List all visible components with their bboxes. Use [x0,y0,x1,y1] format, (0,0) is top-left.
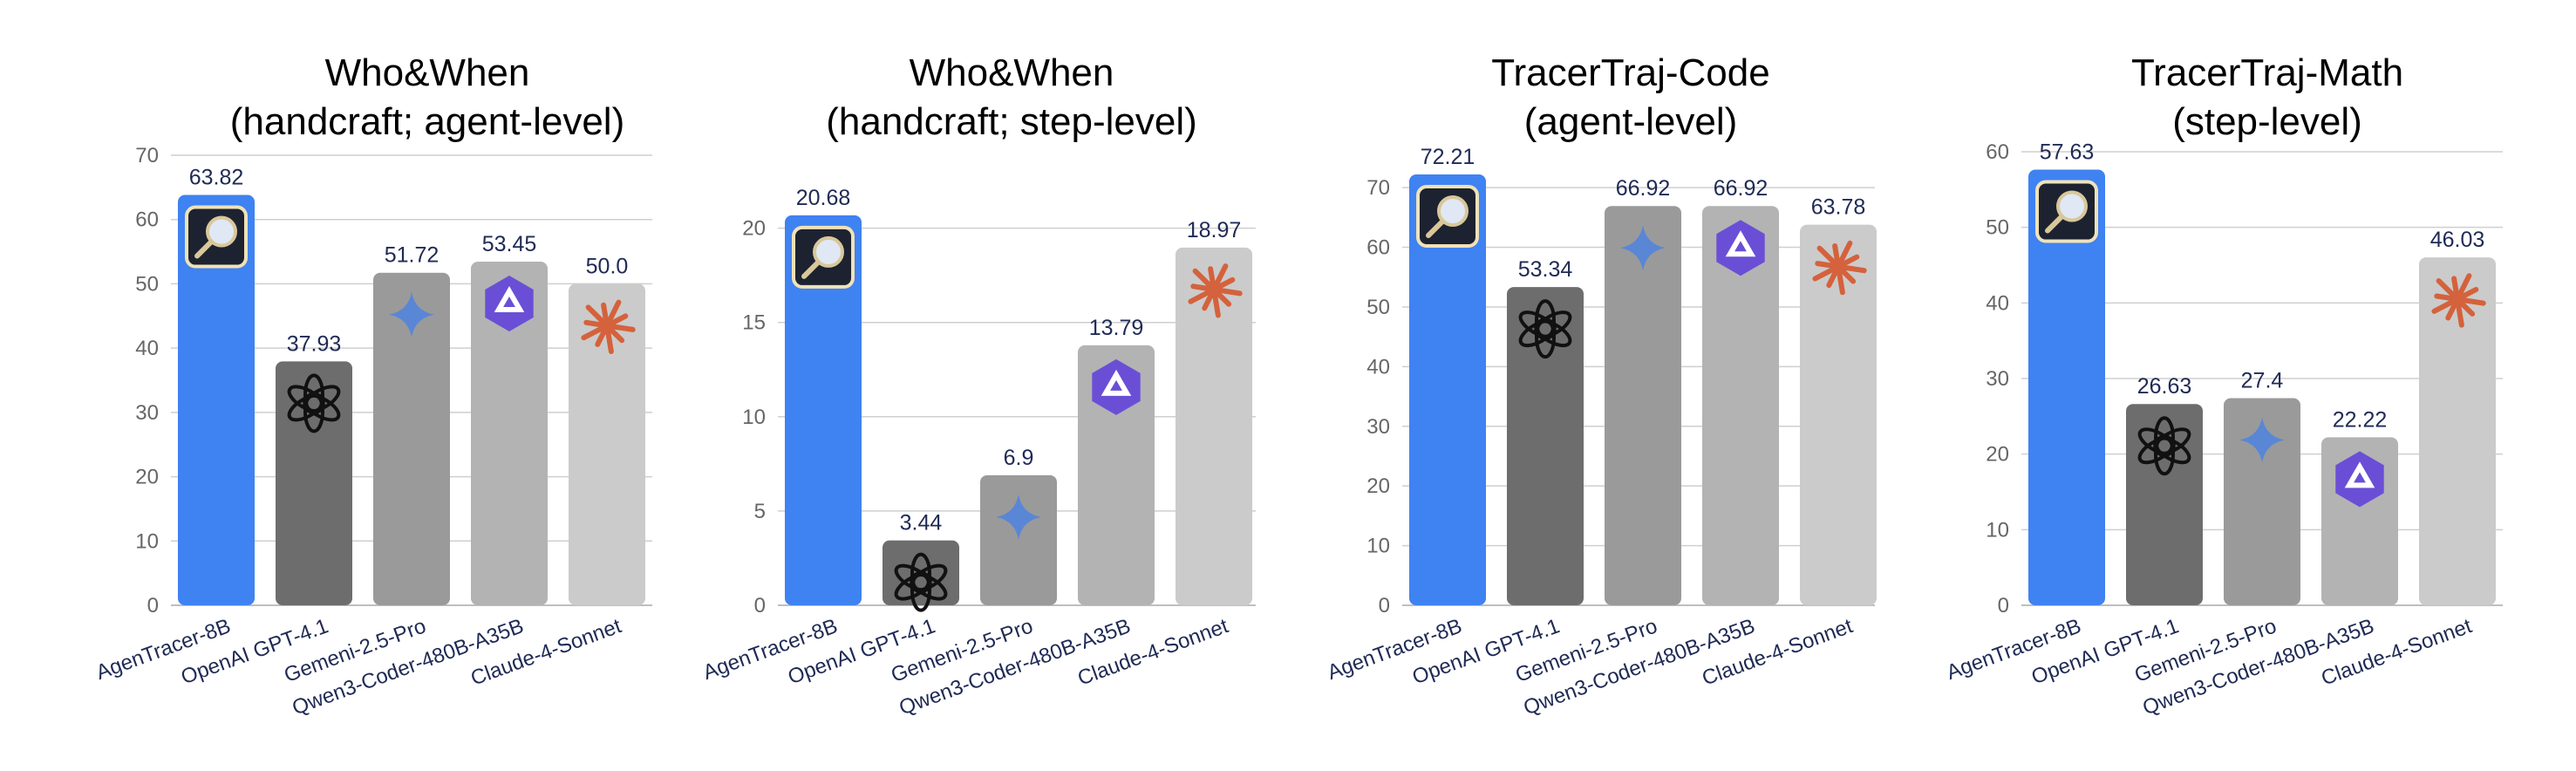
y-tick-label: 40 [1986,291,2009,315]
bar [1409,174,1486,605]
y-tick-label: 50 [135,272,159,296]
claude-icon [2431,273,2486,328]
bar [2419,257,2496,605]
chart-panel: TracerTraj-Code (agent-level) 0 10 20 30 40 50 6… [1325,51,1877,720]
y-tick-label: 0 [1998,594,2009,617]
chart-title: Who&When [325,51,530,94]
y-tick-label: 50 [1986,216,2009,240]
data-label: 3.44 [900,511,943,536]
data-label: 18.97 [1187,218,1242,242]
chart-title: (handcraft; agent-level) [230,100,624,143]
bar [2126,404,2203,605]
y-tick-label: 30 [1366,415,1390,439]
data-label: 37.93 [287,331,342,356]
y-tick-label: 20 [1986,443,2009,467]
chart-panel: Who&When (handcraft; agent-level) 0 10 20 30 4… [93,51,652,720]
bar [1078,345,1155,605]
y-tick-label: 20 [742,217,766,241]
y-tick-label: 10 [742,406,766,429]
y-tick-label: 0 [754,594,766,617]
y-tick-label: 20 [135,466,159,489]
bar [785,215,862,605]
data-label: 63.82 [189,166,244,190]
y-tick-label: 10 [1986,518,2009,542]
qwen-icon [1716,220,1765,276]
y-tick-label: 0 [147,594,159,617]
bar [569,283,645,605]
data-label: 26.63 [2137,374,2192,399]
openai-icon [2137,416,2191,476]
gemini-icon [389,291,434,338]
data-label: 51.72 [385,243,440,268]
y-tick-label: 40 [1366,355,1390,379]
bar [373,272,450,605]
claude-icon [1812,240,1867,296]
chart-panel: TracerTraj-Math (step-level) 0 10 20 30 40 50 60… [1944,51,2503,720]
bar [471,261,548,605]
data-label: 13.79 [1089,316,1144,340]
data-label: 53.45 [482,232,537,256]
claude-icon [581,299,636,354]
bar [1507,287,1584,605]
openai-icon [287,373,341,433]
data-label: 66.92 [1616,176,1671,201]
gemini-icon [996,494,1041,540]
chart-panel: Who&When (handcraft; step-level) 0 5 10 15 20 2… [700,51,1256,720]
y-tick-label: 10 [135,529,159,553]
data-label: 20.68 [796,186,851,210]
bar [2224,398,2300,605]
data-label: 46.03 [2430,228,2485,252]
claude-icon [1188,263,1243,318]
chart-title: (agent-level) [1524,100,1738,143]
data-label: 27.4 [2241,369,2284,393]
qwen-icon [1092,358,1141,415]
y-tick-label: 50 [1366,296,1390,319]
y-tick-label: 70 [1366,176,1390,200]
chart-title: TracerTraj-Math [2131,51,2403,94]
data-label: 66.92 [1714,176,1768,201]
data-label: 22.22 [2333,407,2388,432]
bar [1176,247,1252,605]
data-label: 6.9 [1004,446,1034,470]
chart-title: TracerTraj-Code [1491,51,1769,94]
bar [1605,206,1681,605]
qwen-icon [2335,451,2384,508]
y-tick-label: 5 [754,500,766,523]
y-tick-label: 60 [1366,236,1390,260]
y-tick-label: 15 [742,311,766,335]
bar [980,474,1057,605]
y-tick-label: 60 [1986,140,2009,164]
y-tick-label: 20 [1366,474,1390,498]
data-label: 53.34 [1518,257,1573,282]
data-label: 50.0 [586,254,629,278]
y-tick-label: 30 [135,401,159,425]
data-label: 72.21 [1421,145,1475,169]
bar [178,194,255,606]
gemini-icon [2239,417,2285,463]
bar [1800,224,1877,605]
openai-icon [1518,299,1572,359]
y-tick-label: 40 [135,337,159,360]
qwen-icon [485,276,534,331]
data-label: 57.63 [2040,140,2095,165]
openai-icon [894,552,948,612]
y-tick-label: 0 [1379,594,1390,617]
gemini-icon [1620,225,1666,271]
y-tick-label: 10 [1366,535,1390,558]
y-tick-label: 60 [135,208,159,232]
y-tick-label: 30 [1986,367,2009,391]
chart-title: (handcraft; step-level) [826,100,1197,143]
data-label: 63.78 [1811,195,1866,220]
chart-title: (step-level) [2172,100,2362,143]
y-tick-label: 70 [135,144,159,167]
chart-title: Who&When [910,51,1114,94]
bar [276,361,352,605]
bar [2028,169,2105,606]
bar [1702,206,1779,605]
